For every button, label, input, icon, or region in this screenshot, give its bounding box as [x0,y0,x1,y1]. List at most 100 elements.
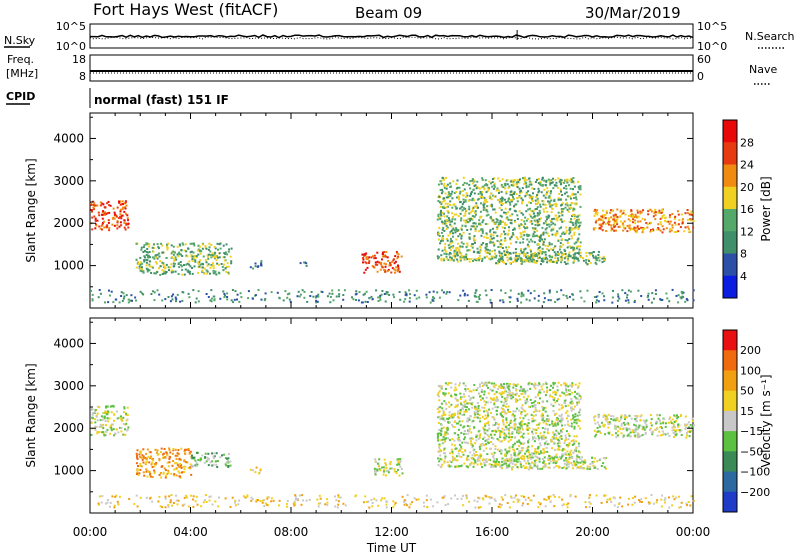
data-cell [644,427,647,430]
data-cell [479,443,482,446]
data-cell [494,399,497,402]
data-cell [149,457,152,460]
data-cell [451,190,454,193]
data-cell [578,420,581,423]
data-cell [501,387,504,389]
data-cell [492,437,495,440]
data-cell [564,192,566,195]
data-cell [547,249,550,252]
data-cell [101,223,104,226]
data-cell [577,259,580,262]
data-cell [685,424,688,427]
data-cell [452,215,454,218]
data-cell [450,382,453,385]
data-cell [440,386,443,389]
data-cell [490,382,493,385]
data-cell [468,205,471,208]
data-cell [526,449,529,451]
data-cell [212,295,215,298]
data-cell [461,451,464,454]
data-cell [508,458,511,461]
data-cell [557,259,560,262]
data-cell [121,200,124,203]
data-cell [215,273,218,276]
data-cell [544,410,547,413]
data-cell [549,299,552,302]
data-cell [147,470,150,473]
data-cell [525,178,528,181]
data-cell [556,232,559,235]
data-cell [504,223,507,226]
data-cell [537,427,540,430]
data-cell [601,261,604,264]
data-cell [148,265,151,268]
data-region [90,200,130,232]
data-cell [227,272,230,275]
data-cell [375,289,378,292]
data-cell [442,414,445,416]
data-cell [448,417,451,419]
data-cell [223,263,225,266]
data-cell [484,198,487,201]
data-cell [445,431,448,434]
data-cell [122,423,125,425]
data-cell [555,434,558,437]
data-cell [599,432,602,434]
data-cell [525,462,528,465]
data-cell [566,459,569,462]
data-cell [604,217,607,219]
data-cell [607,220,610,223]
data-cell [482,204,485,207]
data-cell [437,238,440,241]
data-cell [176,464,179,467]
data-cell [502,415,505,418]
data-cell [568,295,571,298]
data-cell [548,195,551,197]
data-cell [175,258,178,261]
data-cell [528,261,531,263]
data-cell [456,246,459,249]
data-cell [437,232,440,235]
data-cell [504,448,507,451]
data-cell [197,300,200,303]
data-cell [455,422,458,425]
data-cell [596,427,599,429]
data-cell [657,227,660,229]
data-cell [519,451,522,454]
data-cell [173,473,176,476]
data-cell [486,460,488,463]
data-cell [534,208,537,211]
data-cell [481,178,484,181]
data-cell [658,419,661,422]
data-cell [573,253,576,256]
data-cell [501,202,504,205]
data-cell [186,461,189,464]
data-cell [504,184,507,187]
data-cell [499,219,502,222]
data-cell [547,457,550,460]
data-cell [450,386,453,389]
data-cell [677,425,680,428]
data-cell [234,290,237,293]
data-cell [521,200,524,203]
data-cell [545,420,548,423]
data-cell [445,196,448,199]
data-cell [562,243,565,246]
freq-trace [90,70,693,74]
data-cell [380,466,383,469]
data-cell [113,413,116,416]
data-cell [554,421,557,424]
data-cell [579,398,582,401]
data-cell [147,268,150,271]
data-cell [629,219,632,222]
data-cell [576,419,579,422]
data-cell [478,259,480,262]
data-cell [592,251,595,253]
data-cell [123,226,126,229]
data-cell [596,213,599,216]
data-cell [483,410,486,413]
data-cell [110,290,113,293]
data-cell [537,446,540,449]
data-cell [688,213,691,216]
data-cell [518,389,521,392]
